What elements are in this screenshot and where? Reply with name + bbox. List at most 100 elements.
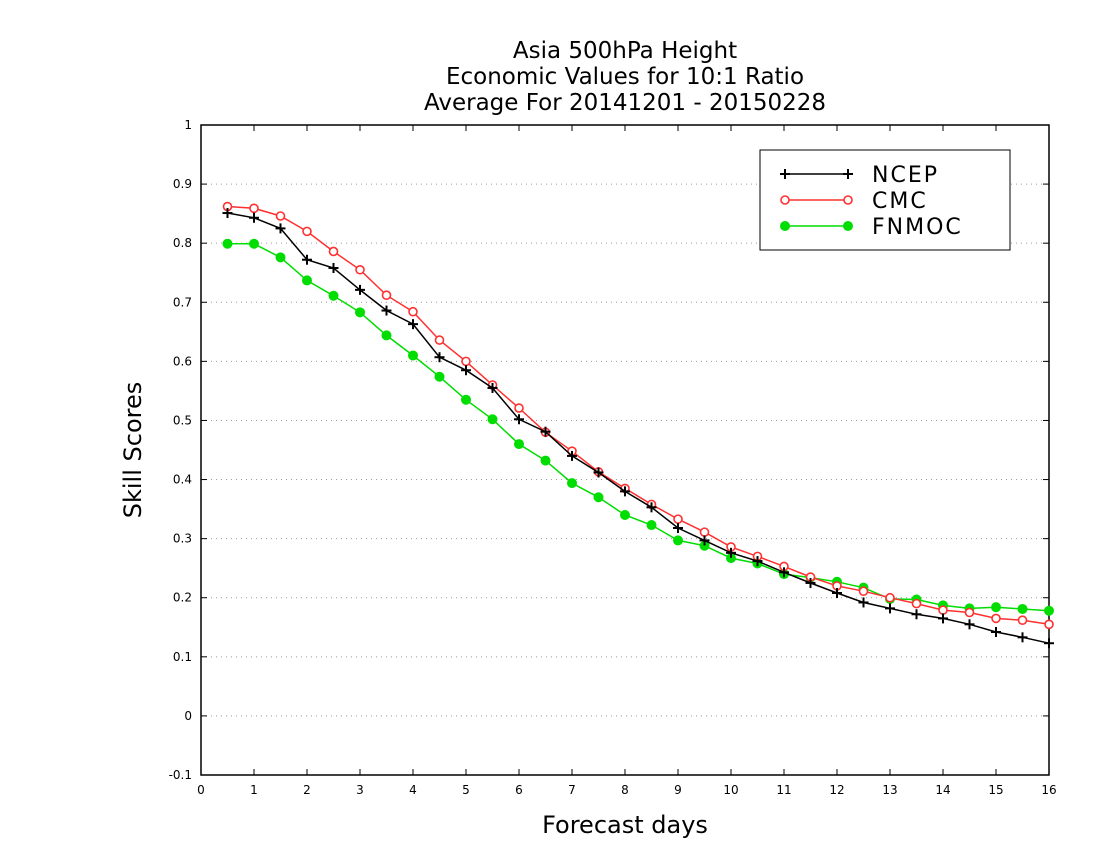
legend-label: CMC xyxy=(872,189,928,214)
x-tick-label: 7 xyxy=(568,783,576,797)
y-tick-label: 0.1 xyxy=(173,650,192,664)
series-point-cmc xyxy=(938,605,948,615)
x-axis: 0 1 2 3 4 5 6 7 8 9 10 11 12 13 14 15 16 xyxy=(197,125,1057,797)
y-axis: -0.1 0 0.1 0.2 0.3 0.4 0.5 0.6 0.7 0.8 0.9 1 xyxy=(169,118,1049,782)
series-point-ncep xyxy=(567,450,577,461)
series-point-fnmoc xyxy=(355,307,365,318)
gridlines xyxy=(201,183,1049,717)
series-point-fnmoc xyxy=(461,394,471,405)
x-tick-label: 11 xyxy=(776,783,791,797)
x-tick-label: 2 xyxy=(303,783,311,797)
series-point-ncep xyxy=(964,619,975,630)
series-point-fnmoc xyxy=(381,330,392,341)
legend-label: FNMOC xyxy=(872,215,963,240)
x-tick-label: 9 xyxy=(674,783,682,797)
series-point-fnmoc xyxy=(275,252,286,263)
series-point-ncep xyxy=(461,365,471,376)
series-point-ncep xyxy=(222,208,233,219)
series-point-cmc xyxy=(885,592,895,603)
y-axis-label: Skill Scores xyxy=(119,382,147,519)
series-point-ncep xyxy=(381,305,392,316)
series-point-fnmoc xyxy=(222,238,233,249)
series-point-fnmoc xyxy=(302,275,312,286)
series-point-ncep xyxy=(673,523,683,533)
series-point-fnmoc xyxy=(991,602,1001,613)
series-point-cmc xyxy=(275,211,286,221)
series-point-cmc xyxy=(1017,615,1028,625)
series-point-fnmoc xyxy=(540,455,551,466)
series-point-ncep xyxy=(991,627,1001,637)
series-point-ncep xyxy=(752,556,763,567)
series-point-cmc xyxy=(434,335,445,345)
series-point-cmc xyxy=(843,195,853,205)
series-point-ncep xyxy=(726,547,736,558)
series-line-cmc xyxy=(227,205,1050,626)
series-point-ncep xyxy=(540,426,551,437)
series-point-fnmoc xyxy=(567,478,577,489)
series-line-ncep xyxy=(227,212,1050,644)
y-tick-label: 0.2 xyxy=(173,591,192,605)
series-point-cmc xyxy=(964,607,975,618)
series-point-ncep xyxy=(487,382,498,393)
y-tick-label: 0.5 xyxy=(173,413,192,427)
y-tick-label: -0.1 xyxy=(169,768,192,782)
series-point-cmc xyxy=(673,514,683,524)
legend-label: NCEP xyxy=(872,163,939,188)
series-point-fnmoc xyxy=(780,221,790,231)
y-tick-label: 1 xyxy=(184,118,192,132)
series-point-cmc xyxy=(911,598,922,609)
y-tick-label: 0.3 xyxy=(173,532,192,546)
series-point-ncep xyxy=(593,467,604,478)
series-point-cmc xyxy=(381,290,392,300)
series-point-fnmoc xyxy=(843,221,853,231)
series-point-ncep xyxy=(858,597,869,608)
x-tick-label: 16 xyxy=(1041,783,1056,797)
series-point-ncep xyxy=(780,169,790,179)
series-point-ncep xyxy=(699,535,710,546)
chart-title-line: Average For 20141201 - 20150228 xyxy=(424,90,826,116)
series-point-cmc xyxy=(328,246,339,257)
series-point-ncep xyxy=(646,502,657,513)
series-line-fnmoc xyxy=(227,243,1050,612)
legend-item-cmc: CMC xyxy=(780,189,928,214)
x-tick-label: 5 xyxy=(462,783,470,797)
series-lines xyxy=(222,201,1054,649)
series-point-ncep xyxy=(249,212,259,223)
series-point-fnmoc xyxy=(646,520,657,531)
series-point-ncep xyxy=(620,486,630,497)
series-point-fnmoc xyxy=(487,414,498,425)
series-point-ncep xyxy=(514,414,524,425)
chart-title-line: Economic Values for 10:1 Ratio xyxy=(446,64,804,90)
series-point-ncep xyxy=(1017,632,1028,643)
series-point-fnmoc xyxy=(620,510,630,520)
series-point-ncep xyxy=(885,603,895,614)
series-point-fnmoc xyxy=(1017,603,1028,614)
series-cmc xyxy=(222,201,1054,630)
legend-item-fnmoc: FNMOC xyxy=(780,215,963,240)
series-point-ncep xyxy=(911,609,922,620)
series-point-fnmoc xyxy=(249,238,259,249)
x-tick-label: 6 xyxy=(515,783,523,797)
series-point-ncep xyxy=(328,263,339,273)
y-tick-label: 0 xyxy=(184,709,192,723)
series-point-cmc xyxy=(780,195,790,205)
series-point-ncep xyxy=(302,254,312,265)
series-point-fnmoc xyxy=(514,439,524,450)
series-point-ncep xyxy=(805,577,816,588)
series-point-cmc xyxy=(355,264,365,275)
y-tick-label: 0.7 xyxy=(173,295,192,309)
x-axis-label: Forecast days xyxy=(542,811,708,839)
y-tick-label: 0.9 xyxy=(173,177,192,191)
series-point-cmc xyxy=(514,403,524,413)
y-tick-label: 0.6 xyxy=(173,354,192,368)
x-tick-label: 12 xyxy=(829,783,844,797)
series-point-fnmoc xyxy=(673,535,683,546)
x-tick-label: 8 xyxy=(621,783,629,797)
series-ncep xyxy=(222,208,1054,649)
legend-item-ncep: NCEP xyxy=(780,163,939,188)
series-point-cmc xyxy=(991,613,1001,624)
series-point-cmc xyxy=(408,306,418,317)
